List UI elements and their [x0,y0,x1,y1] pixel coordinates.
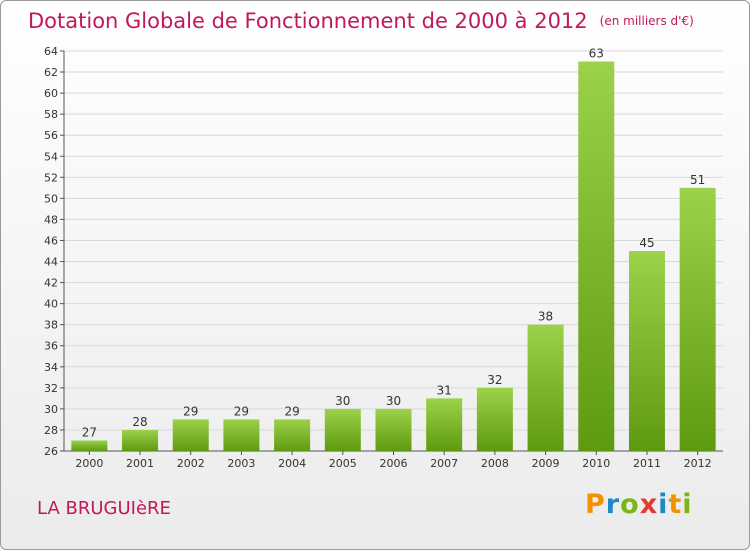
bar [628,251,665,451]
y-tick-label: 56 [44,129,58,142]
y-tick-label: 40 [44,298,58,311]
y-tick-label: 58 [44,108,58,121]
bar [223,419,260,451]
x-tick-label: 2002 [177,457,205,470]
bar-value-label: 30 [386,394,401,408]
chart-unit: (en milliers d'€) [599,14,694,28]
logo-letter: i [658,489,669,520]
x-tick-label: 2007 [430,457,458,470]
bar [375,408,412,451]
bar-value-label: 63 [589,47,604,61]
bar-value-label: 38 [538,310,553,324]
y-tick-label: 46 [44,234,58,247]
bar [122,429,159,451]
bar-value-label: 28 [132,415,147,429]
y-tick-label: 52 [44,171,58,184]
y-tick-label: 60 [44,87,58,100]
bar [274,419,311,451]
y-tick-label: 64 [44,45,58,58]
x-tick-label: 2009 [532,457,560,470]
x-tick-label: 2006 [380,457,408,470]
bar-value-label: 32 [487,373,502,387]
bar-value-label: 51 [690,173,705,187]
bar [476,387,513,451]
x-tick-label: 2012 [684,457,712,470]
x-tick-label: 2011 [633,457,661,470]
logo-letter: o [620,489,640,520]
x-tick-label: 2004 [278,457,306,470]
x-tick-label: 2003 [227,457,255,470]
y-tick-label: 30 [44,403,58,416]
x-tick-label: 2001 [126,457,154,470]
bar [426,398,463,451]
logo-letter: P [585,489,606,520]
y-tick-label: 38 [44,319,58,332]
bar [679,187,716,451]
y-tick-label: 62 [44,66,58,79]
logo-letter: x [639,489,659,520]
place-name: LA BRUGUIèRE [37,498,171,519]
logo-letter: r [605,489,621,520]
logo-letter: t [668,489,683,520]
logo-letter: i [682,489,693,520]
bar-value-label: 45 [639,236,654,250]
y-tick-label: 54 [44,150,58,163]
bar-value-label: 29 [234,404,249,418]
y-tick-label: 28 [44,424,58,437]
bar-value-label: 31 [437,383,452,397]
bar [172,419,209,451]
x-tick-label: 2010 [582,457,610,470]
y-tick-label: 36 [44,340,58,353]
y-tick-label: 34 [44,361,58,374]
chart-title: Dotation Globale de Fonctionnement de 20… [28,9,694,33]
y-tick-label: 48 [44,213,58,226]
y-tick-label: 50 [44,192,58,205]
bar [324,408,361,451]
chart-title-text: Dotation Globale de Fonctionnement de 20… [28,9,588,33]
bar-value-label: 29 [183,404,198,418]
bar-value-label: 27 [82,425,97,439]
bar [527,324,564,451]
y-tick-label: 44 [44,256,58,269]
bar-value-label: 29 [284,404,299,418]
x-tick-label: 2005 [329,457,357,470]
x-tick-label: 2000 [75,457,103,470]
bar [71,440,108,451]
bar [578,61,615,452]
y-tick-label: 32 [44,382,58,395]
proxiti-logo: Proxiti [585,489,693,520]
bar-value-label: 30 [335,394,350,408]
y-tick-label: 42 [44,277,58,290]
x-tick-label: 2008 [481,457,509,470]
y-tick-label: 26 [44,445,58,458]
